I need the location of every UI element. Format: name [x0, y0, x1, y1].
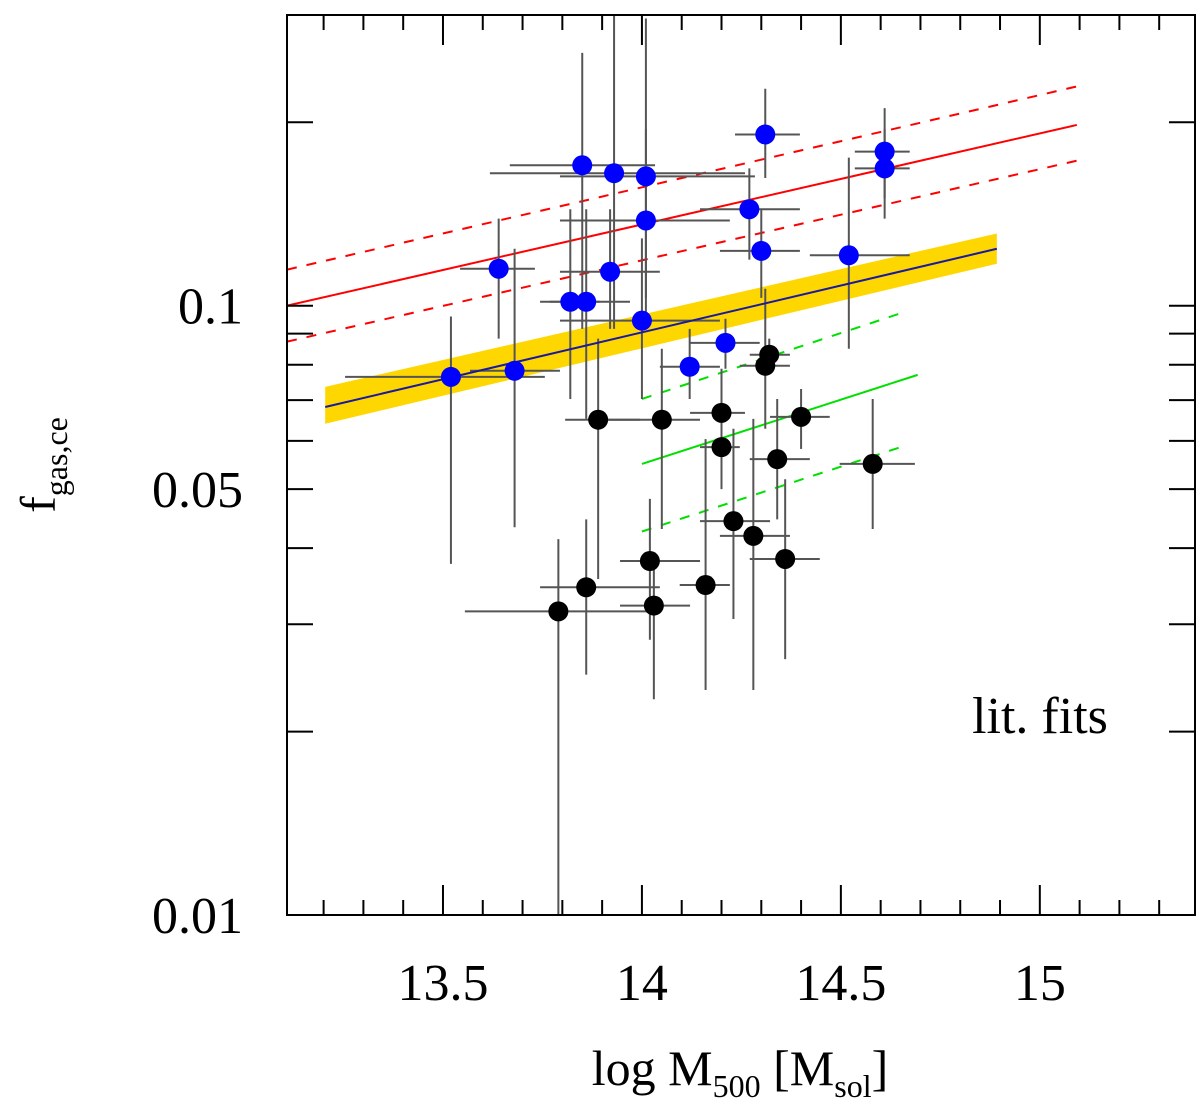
fit-line: [641, 310, 906, 400]
point: [548, 601, 569, 622]
point: [504, 360, 525, 381]
fit-line: [287, 123, 1078, 307]
y-label-part: f: [10, 496, 66, 513]
point: [874, 141, 895, 162]
x-tick-label: 14: [616, 955, 668, 1012]
point: [751, 240, 772, 261]
x-tick-label: 13.5: [397, 955, 488, 1012]
fit-line: [641, 444, 906, 533]
point: [643, 595, 664, 616]
point: [791, 406, 812, 427]
point: [635, 166, 656, 187]
y-axis-label: fgas,ce: [10, 417, 74, 513]
x-label-sub: 500: [713, 1068, 761, 1104]
point: [572, 155, 593, 176]
point: [588, 409, 609, 430]
point: [739, 199, 760, 220]
y-label-sub: gas,ce: [38, 417, 74, 496]
x-label-part: [M: [761, 1040, 835, 1096]
point: [560, 291, 581, 312]
x-tick-label: 14.5: [795, 955, 886, 1012]
point: [576, 291, 597, 312]
fit-line: [641, 373, 918, 465]
point: [862, 453, 883, 474]
point: [874, 158, 895, 179]
y-tick-label: 0.1: [178, 279, 243, 336]
y-tick-label: 0.05: [152, 462, 243, 519]
point: [604, 163, 625, 184]
point: [635, 210, 656, 231]
point: [711, 402, 732, 423]
point: [838, 245, 859, 266]
plot-area: [287, 15, 1078, 915]
point: [767, 449, 788, 470]
point: [755, 124, 776, 145]
point: [488, 258, 509, 279]
point: [600, 261, 621, 282]
fit-line: [287, 85, 1078, 271]
fit-line: [287, 159, 1078, 343]
x-label-sub: sol: [834, 1068, 871, 1104]
point: [723, 511, 744, 532]
point: [639, 551, 660, 572]
point: [679, 356, 700, 377]
point: [695, 575, 716, 596]
annotation: lit. fits: [972, 688, 1108, 745]
x-label-part: log M: [592, 1040, 713, 1096]
x-tick-label: 15: [1014, 955, 1066, 1012]
x-label-part: ]: [872, 1040, 889, 1096]
point: [440, 366, 461, 387]
point: [759, 344, 780, 365]
fit-line: [324, 247, 998, 408]
point: [651, 409, 672, 430]
point: [715, 332, 736, 353]
point: [576, 577, 597, 598]
point: [775, 548, 796, 569]
plot-frame: [286, 14, 1196, 916]
y-tick-label: 0.01: [152, 888, 243, 945]
point: [711, 437, 732, 458]
point: [743, 525, 764, 546]
x-axis-label: log M500 [Msol]: [592, 1040, 888, 1104]
point: [631, 310, 652, 331]
